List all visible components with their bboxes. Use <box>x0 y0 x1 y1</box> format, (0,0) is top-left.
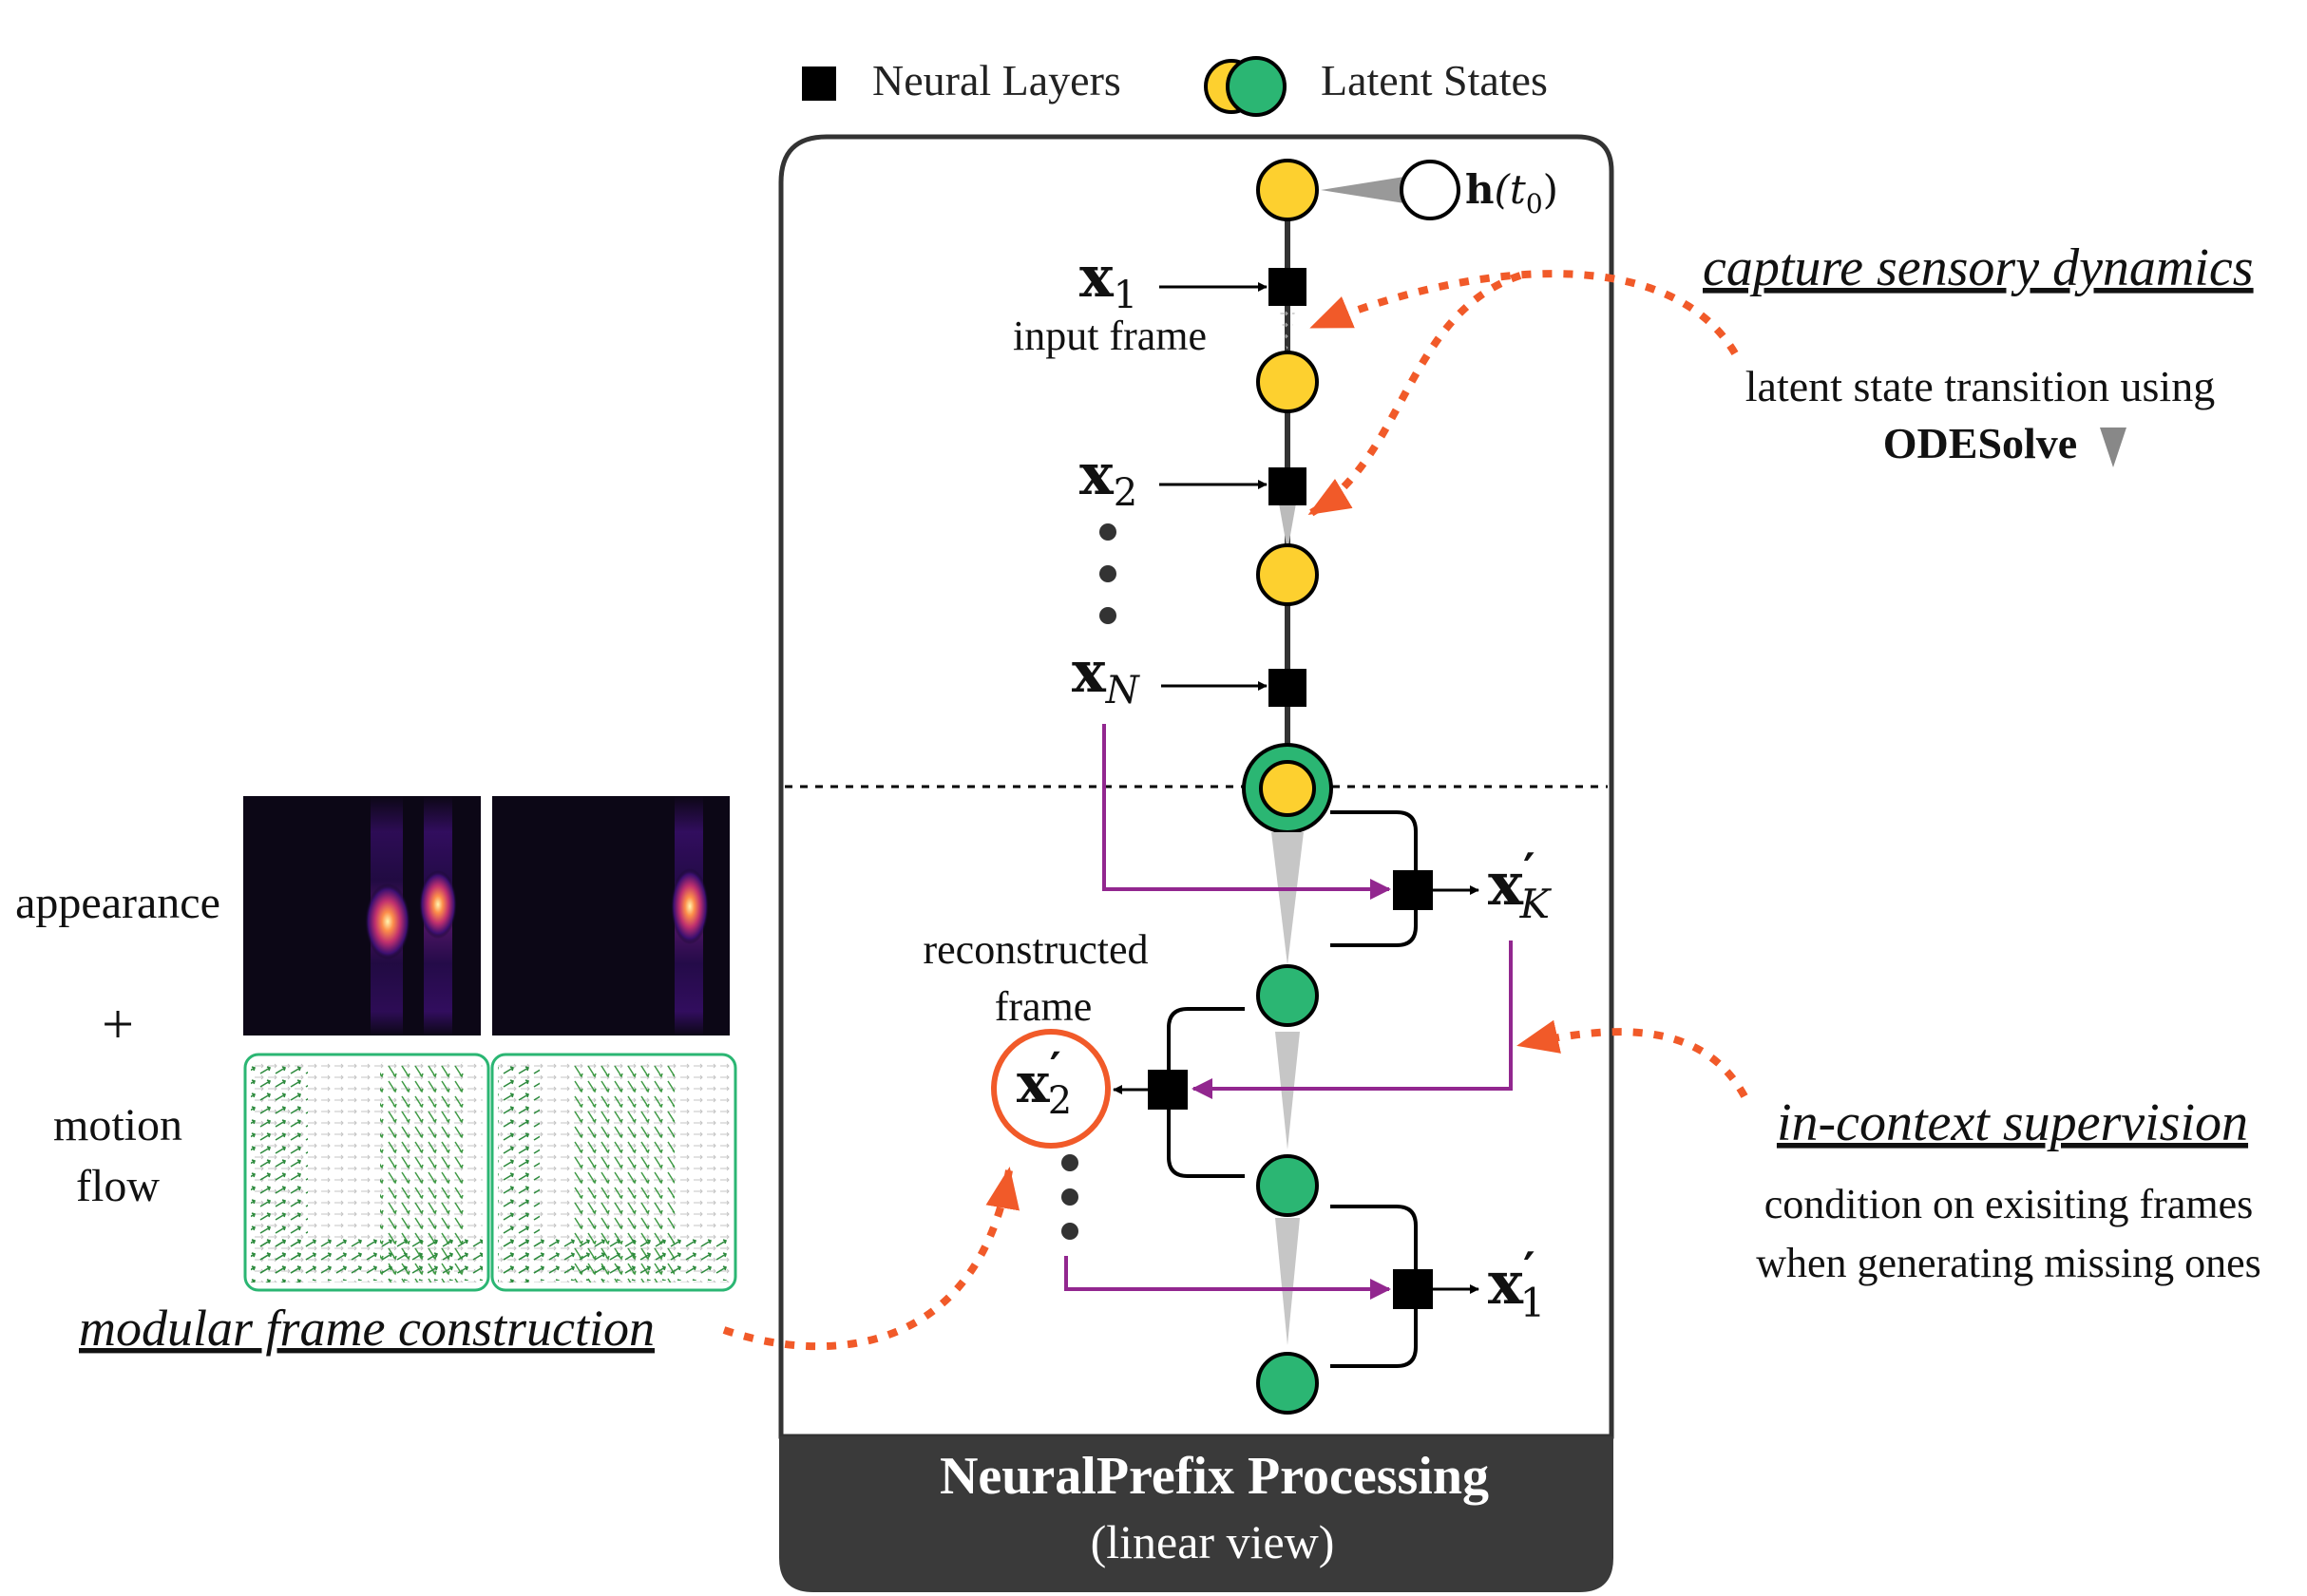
motion-flow-image-2 <box>490 1053 737 1292</box>
neural-layer-out-xK <box>1393 870 1433 910</box>
latent-state-yellow-2 <box>1256 543 1319 606</box>
panel-subtitle: (linear view) <box>1091 1515 1335 1568</box>
initial-state-circle <box>1400 160 1460 220</box>
ellipsis-dot <box>1099 523 1116 541</box>
input-xN: xN <box>1072 639 1141 712</box>
motion-label: motion <box>53 1100 182 1150</box>
motion-flow-image-1 <box>243 1053 490 1292</box>
ode-hatch-3 <box>1271 832 1304 965</box>
ode-hatch-1 <box>1279 306 1296 353</box>
latent-state-green-3 <box>1256 1352 1319 1415</box>
neural-layer-out-x2 <box>1148 1070 1188 1110</box>
processing-panel: NeuralPrefix Processing (linear view) <box>778 134 1614 1592</box>
legend-latent-states: Latent States <box>1321 56 1548 104</box>
icl-line2: when generating missing ones <box>1756 1240 2261 1286</box>
output-x2: x′ 2 <box>1017 1042 1072 1123</box>
neural-layer-x1 <box>1268 268 1306 306</box>
svg-text:h(t0): h(t0) <box>1465 166 1558 219</box>
reconstructed-label-2: frame <box>995 983 1093 1030</box>
panel-footer <box>779 1436 1613 1592</box>
latent-state-yellow-1 <box>1256 351 1319 413</box>
input-frame-label: input frame <box>1013 313 1207 359</box>
capture-line2: ODESolve <box>1883 419 2077 467</box>
flow-label: flow <box>76 1161 160 1211</box>
ode-hatch-2 <box>1279 504 1296 551</box>
neural-layer-legend-icon <box>802 66 836 101</box>
legend: Neural Layers Latent States <box>802 56 1548 117</box>
inputs: x1 input frame x2 xN <box>1013 244 1268 712</box>
appearance-image-2 <box>492 796 730 1036</box>
panel-title: NeuralPrefix Processing <box>940 1447 1489 1506</box>
input-x2: x2 <box>1079 442 1137 515</box>
condition-x2-to-x1 <box>1064 1256 1391 1300</box>
neural-layer-x2 <box>1268 467 1306 505</box>
arrow-icl <box>1516 1019 1748 1098</box>
condition-xK-to-x2 <box>1192 940 1513 1099</box>
capture-line1: latent state transition using <box>1745 362 2215 410</box>
encoder-chain: h(t0) <box>1242 159 1558 834</box>
appearance-label: appearance <box>15 878 220 928</box>
arrow-capture-1 <box>1309 270 1739 356</box>
h0-link <box>1321 177 1404 203</box>
initial-state-label: h(t0) <box>1465 166 1558 219</box>
ode-hatch-5 <box>1275 1218 1300 1345</box>
input-x1: x1 <box>1079 244 1137 317</box>
latent-state-combined-inner <box>1259 760 1316 817</box>
ellipsis-dot <box>1099 607 1116 624</box>
neural-layer-xN <box>1268 669 1306 707</box>
arrow-capture-2 <box>1307 272 1522 517</box>
ellipsis-dot <box>1099 565 1116 582</box>
neural-layer-out-x1 <box>1393 1269 1433 1309</box>
annotation-arrows <box>722 270 1748 1351</box>
output-xK: x′ K <box>1488 844 1553 927</box>
modular-title: modular frame construction <box>79 1300 655 1357</box>
left-panel: appearance + motion flow <box>15 796 737 1357</box>
annotation-capture: capture sensory dynamics latent state tr… <box>1703 238 2254 467</box>
legend-neural-layers: Neural Layers <box>872 56 1121 104</box>
icl-title: in-context supervision <box>1777 1093 2248 1152</box>
annotation-icl: in-context supervision condition on exis… <box>1756 1093 2261 1286</box>
condition-xN-to-xK <box>1102 724 1391 900</box>
latent-state-green-1 <box>1256 964 1319 1027</box>
ellipsis-dot <box>1061 1154 1078 1171</box>
output-x1: x′ 1 <box>1488 1243 1545 1326</box>
ellipsis-dot <box>1061 1188 1078 1206</box>
icl-line1: condition on exisiting frames <box>1764 1181 2253 1227</box>
capture-title: capture sensory dynamics <box>1703 238 2254 297</box>
latent-state-legend-icon-green <box>1226 56 1287 117</box>
ellipsis-dot <box>1061 1223 1078 1240</box>
ode-solve-icon <box>2100 428 2126 467</box>
latent-state-green-2 <box>1256 1154 1319 1217</box>
reconstructed-label-1: reconstructed <box>924 926 1149 973</box>
conditioning-lines <box>1064 724 1513 1300</box>
plus-label: + <box>102 993 134 1055</box>
appearance-image-1 <box>243 796 481 1036</box>
decoder-chain: x′ K x′ 1 x′ 2 reconstructed frame <box>924 810 1553 1415</box>
reconstructed-frame-circle <box>991 1029 1111 1149</box>
arrow-modular <box>722 1167 1020 1351</box>
latent-state-yellow-0 <box>1256 159 1319 221</box>
